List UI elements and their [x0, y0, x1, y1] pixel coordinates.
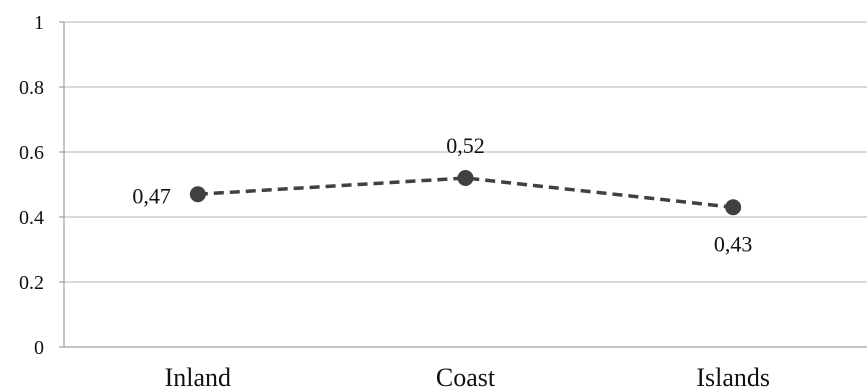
y-tick-label: 0.6 [19, 142, 44, 164]
data-labels: 0,47 0,52 0,43 [132, 133, 752, 256]
data-label: 0,47 [132, 183, 171, 208]
data-point-marker [457, 170, 474, 186]
y-tick-label: 0.2 [19, 272, 44, 294]
series-group [189, 170, 742, 216]
data-point-marker [725, 199, 742, 216]
x-axis-ticks: Inland Coast Islands [165, 363, 770, 392]
x-category-label: Coast [436, 363, 496, 392]
x-category-label: Islands [696, 363, 770, 392]
x-category-label: Inland [165, 363, 231, 392]
axes [63, 22, 867, 348]
data-label: 0,43 [714, 231, 753, 256]
series-line [197, 176, 734, 209]
y-axis-ticks: 0 0.2 0.4 0.6 0.8 1 [19, 12, 64, 359]
y-tick-label: 0 [34, 337, 44, 359]
y-tick-label: 1 [34, 12, 44, 34]
data-point-marker [189, 186, 206, 203]
y-tick-label: 0.4 [19, 207, 44, 229]
data-label: 0,52 [446, 133, 485, 158]
y-tick-label: 0.8 [19, 77, 44, 99]
gridlines [64, 21, 867, 283]
